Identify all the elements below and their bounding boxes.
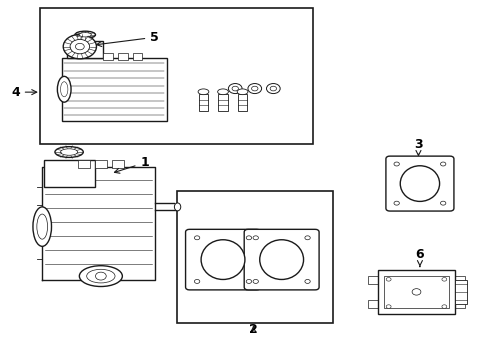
Text: 1: 1 — [115, 156, 149, 173]
Ellipse shape — [195, 279, 200, 283]
Ellipse shape — [198, 89, 209, 95]
Bar — [455, 300, 465, 308]
Ellipse shape — [96, 272, 106, 280]
Ellipse shape — [253, 279, 258, 283]
Bar — [95, 160, 107, 168]
Ellipse shape — [442, 305, 447, 309]
Ellipse shape — [441, 162, 446, 166]
Text: 4: 4 — [11, 86, 37, 99]
Bar — [112, 160, 124, 168]
Ellipse shape — [79, 266, 122, 287]
Ellipse shape — [248, 84, 262, 94]
Ellipse shape — [267, 84, 280, 94]
Ellipse shape — [55, 147, 83, 157]
Bar — [378, 270, 455, 315]
Ellipse shape — [61, 82, 68, 97]
Bar — [455, 276, 465, 284]
Ellipse shape — [201, 240, 245, 279]
Bar — [44, 160, 95, 187]
Ellipse shape — [75, 43, 84, 50]
Ellipse shape — [79, 33, 91, 37]
Bar — [40, 8, 314, 144]
Bar — [103, 53, 113, 60]
FancyBboxPatch shape — [186, 229, 261, 290]
Ellipse shape — [33, 207, 51, 246]
Bar — [62, 58, 167, 121]
Text: 3: 3 — [414, 138, 423, 156]
Bar — [368, 300, 378, 308]
Ellipse shape — [412, 289, 421, 295]
Bar — [176, 191, 333, 323]
Ellipse shape — [87, 269, 115, 283]
Text: 5: 5 — [97, 31, 159, 46]
Ellipse shape — [246, 236, 252, 240]
Ellipse shape — [260, 240, 304, 279]
Ellipse shape — [70, 40, 90, 54]
Ellipse shape — [228, 84, 242, 94]
Ellipse shape — [174, 203, 181, 211]
FancyBboxPatch shape — [244, 229, 319, 290]
Text: 6: 6 — [416, 248, 424, 267]
Ellipse shape — [394, 201, 399, 205]
Ellipse shape — [270, 86, 276, 91]
Ellipse shape — [246, 279, 252, 283]
Ellipse shape — [441, 201, 446, 205]
Ellipse shape — [386, 305, 391, 309]
Ellipse shape — [75, 31, 96, 39]
Text: 2: 2 — [249, 323, 258, 336]
Ellipse shape — [400, 166, 440, 201]
Ellipse shape — [237, 89, 248, 95]
Ellipse shape — [251, 86, 258, 91]
Bar — [238, 94, 247, 111]
Bar — [368, 276, 378, 284]
Ellipse shape — [232, 86, 239, 91]
Ellipse shape — [37, 214, 48, 239]
Ellipse shape — [394, 162, 399, 166]
Ellipse shape — [57, 76, 71, 102]
FancyBboxPatch shape — [386, 156, 454, 211]
Ellipse shape — [305, 279, 310, 283]
Ellipse shape — [253, 236, 258, 240]
Ellipse shape — [195, 236, 200, 240]
Bar — [384, 276, 449, 308]
Ellipse shape — [61, 149, 77, 155]
Bar — [78, 160, 90, 168]
Bar — [118, 53, 128, 60]
Ellipse shape — [386, 278, 391, 281]
Ellipse shape — [63, 35, 97, 59]
Bar — [218, 94, 228, 111]
Ellipse shape — [305, 236, 310, 240]
Bar — [198, 94, 208, 111]
Bar — [67, 41, 103, 58]
Ellipse shape — [442, 278, 447, 281]
Bar — [133, 53, 143, 60]
Ellipse shape — [218, 89, 228, 95]
Bar — [455, 280, 467, 304]
